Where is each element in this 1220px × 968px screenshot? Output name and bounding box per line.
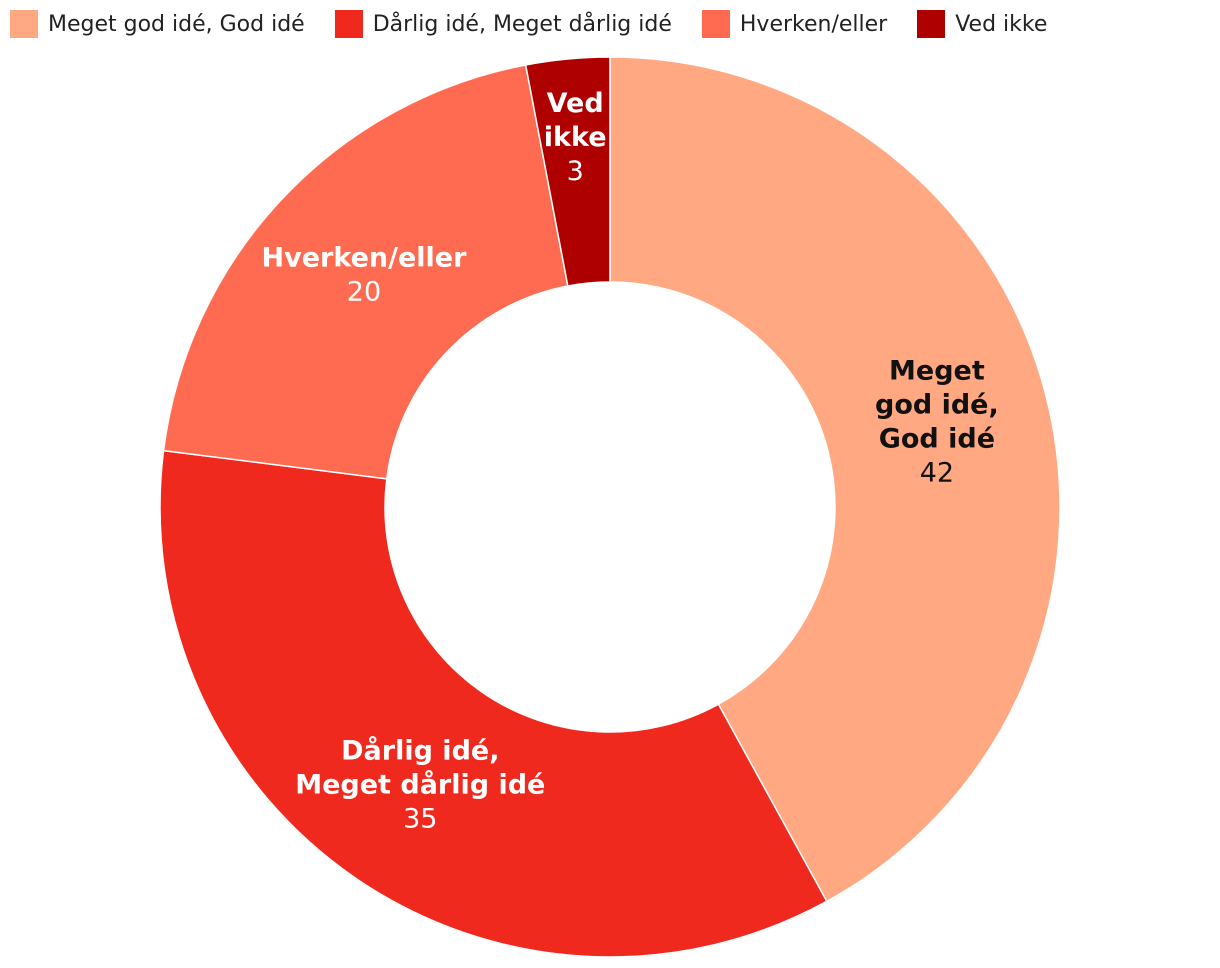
legend-label: Dårlig idé, Meget dårlig idé: [372, 11, 672, 37]
legend-swatch: [10, 10, 38, 38]
slice-label-value: 3: [567, 156, 584, 187]
legend-item[interactable]: Meget god idé, God idé: [10, 10, 305, 38]
legend-swatch: [334, 10, 363, 38]
slice-label-name: Dårlig idé,: [341, 735, 499, 767]
slice-label-name: Meget: [889, 356, 985, 387]
slice-label-value: 35: [403, 804, 437, 835]
slice-label-value: 42: [920, 458, 954, 489]
legend-item[interactable]: Ved ikke: [917, 10, 1047, 38]
slice-label-name: God idé: [879, 424, 995, 455]
slice-label-name: Ved: [547, 88, 604, 119]
legend-swatch: [917, 10, 946, 38]
legend-label: Ved ikke: [955, 11, 1048, 37]
slice-label-name: Meget dårlig idé: [295, 769, 545, 801]
slice-label-name: Hverken/eller: [262, 242, 468, 273]
legend-item[interactable]: Dårlig idé, Meget dårlig idé: [334, 10, 672, 38]
slice-label-name: god idé,: [875, 390, 999, 421]
slice-label-value: 20: [347, 276, 381, 307]
legend-label: Hverken/eller: [739, 11, 888, 37]
legend-swatch: [701, 10, 730, 38]
donut-slice[interactable]: [159, 449, 828, 958]
slice-label-name: ikke: [544, 122, 607, 153]
chart-legend: Meget god idé, God idé Dårlig idé, Meget …: [10, 8, 1077, 40]
legend-item[interactable]: Hverken/eller: [701, 10, 888, 38]
donut-slice[interactable]: [524, 56, 611, 287]
donut-slice[interactable]: [609, 56, 1061, 903]
donut-slice[interactable]: [162, 64, 569, 480]
legend-label: Meget god idé, God idé: [48, 11, 305, 37]
